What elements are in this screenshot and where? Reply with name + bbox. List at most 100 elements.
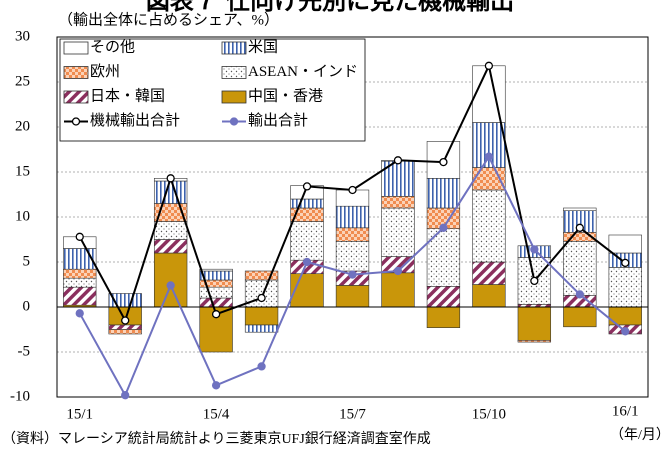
bar-segment: [199, 297, 233, 308]
y-tick-label: 30: [15, 28, 30, 44]
chart-title: 図表７ 仕向け先別に見た機械輸出: [146, 0, 514, 15]
bar-segment: [426, 285, 461, 308]
line-marker: [484, 152, 494, 161]
line-marker: [121, 316, 130, 325]
line-marker: [211, 381, 221, 390]
bar-segment: [563, 207, 597, 211]
line-marker: [302, 257, 312, 267]
x-tick-label: 15/1: [66, 406, 93, 422]
bar-segment: [244, 270, 279, 281]
y-tick-label: 10: [15, 208, 30, 224]
bar-segment: [108, 324, 142, 330]
bar-segment: [153, 221, 188, 240]
x-tick-label: 15/10: [472, 406, 506, 422]
bar-segment: [381, 160, 415, 197]
bar-segment: [563, 241, 597, 296]
legend-swatch: [221, 90, 247, 104]
y-tick-label: 15: [15, 163, 30, 179]
x-tick-label: 15/7: [339, 406, 366, 422]
legend-swatch: [63, 41, 89, 55]
bar-segment: [108, 329, 142, 335]
bar-segment: [244, 306, 279, 326]
bar-segment: [290, 221, 324, 261]
subtitle: （輸出全体に占めるシェア、%）: [58, 10, 279, 28]
line-marker: [257, 362, 266, 371]
x-tick-label: 15/4: [203, 406, 230, 422]
bar-segment: [199, 268, 233, 272]
bar-segment: [426, 178, 461, 209]
bar-segment: [63, 286, 97, 306]
line-marker: [575, 290, 584, 299]
legend-marker: [229, 117, 239, 126]
bar-segment: [335, 285, 370, 308]
legend-label: 輸出合計: [248, 112, 308, 129]
line-marker: [166, 281, 175, 290]
bar-segment: [381, 196, 415, 209]
bar-segment: [426, 306, 461, 329]
legend-swatch: [63, 66, 89, 79]
bar-segment: [517, 306, 552, 341]
bar-segment: [563, 306, 597, 328]
bar-segment: [472, 284, 506, 308]
bar-segment: [381, 272, 415, 308]
line-marker: [75, 232, 84, 241]
line-marker: [530, 245, 539, 254]
line-marker: [439, 157, 448, 167]
bar-segment: [335, 205, 370, 229]
bar-segment: [472, 261, 506, 285]
y-tick-label: -5: [18, 343, 31, 359]
legend-label: 欧州: [90, 63, 120, 80]
x-unit: （年/月）: [610, 427, 661, 443]
line-marker: [348, 270, 357, 279]
legend-box: [59, 38, 366, 142]
line-marker: [393, 156, 403, 165]
line-marker: [439, 223, 448, 232]
legend-swatch: [221, 66, 247, 79]
line-marker: [348, 185, 357, 195]
bar-segment: [153, 180, 188, 204]
line-marker: [166, 174, 175, 183]
source: （資料）マレーシア統計局統計より三菱東京UFJ銀行経済調査室作成: [2, 430, 431, 447]
bar-segment: [335, 227, 370, 242]
legend-label: 機械輸出合計: [90, 112, 180, 129]
y-tick-label: 5: [23, 253, 31, 269]
bar-segment: [199, 286, 233, 299]
bar-segment: [335, 241, 370, 272]
line-marker: [393, 266, 403, 276]
legend-label: 米国: [248, 38, 278, 55]
bar-segment: [63, 268, 97, 279]
line-marker: [484, 61, 494, 70]
legend-marker: [71, 117, 81, 126]
bar-segment: [153, 239, 188, 254]
bar-segment: [63, 277, 97, 288]
line-marker: [530, 276, 539, 286]
legend-label: ASEAN・インド: [248, 64, 358, 80]
legend-swatch: [221, 41, 247, 55]
bar-segment: [153, 252, 188, 308]
legend-swatch: [63, 90, 89, 104]
line-marker: [621, 327, 630, 336]
x-tick-label: 16/1: [612, 403, 639, 419]
bar-segment: [472, 65, 506, 123]
line-marker: [621, 258, 630, 268]
line-marker: [302, 182, 312, 191]
plot-frame: [56, 36, 649, 398]
legend-label: その他: [90, 38, 135, 55]
bar-segment: [472, 189, 506, 263]
bar-segment: [244, 324, 279, 333]
legend-label: 中国・香港: [248, 87, 323, 104]
line-marker: [257, 293, 266, 303]
line-marker: [211, 310, 221, 319]
bar-segment: [608, 234, 642, 254]
y-tick-label: 25: [15, 73, 30, 89]
line-marker: [575, 223, 584, 232]
line-marker: [75, 309, 84, 318]
bar-segment: [608, 267, 642, 308]
bar-segment: [517, 339, 552, 343]
legend-label: 日本・韓国: [90, 87, 165, 104]
y-tick-label: 20: [15, 118, 30, 134]
line-marker: [121, 391, 130, 400]
y-tick-label: 0: [23, 298, 31, 314]
bar-segment: [381, 207, 415, 257]
